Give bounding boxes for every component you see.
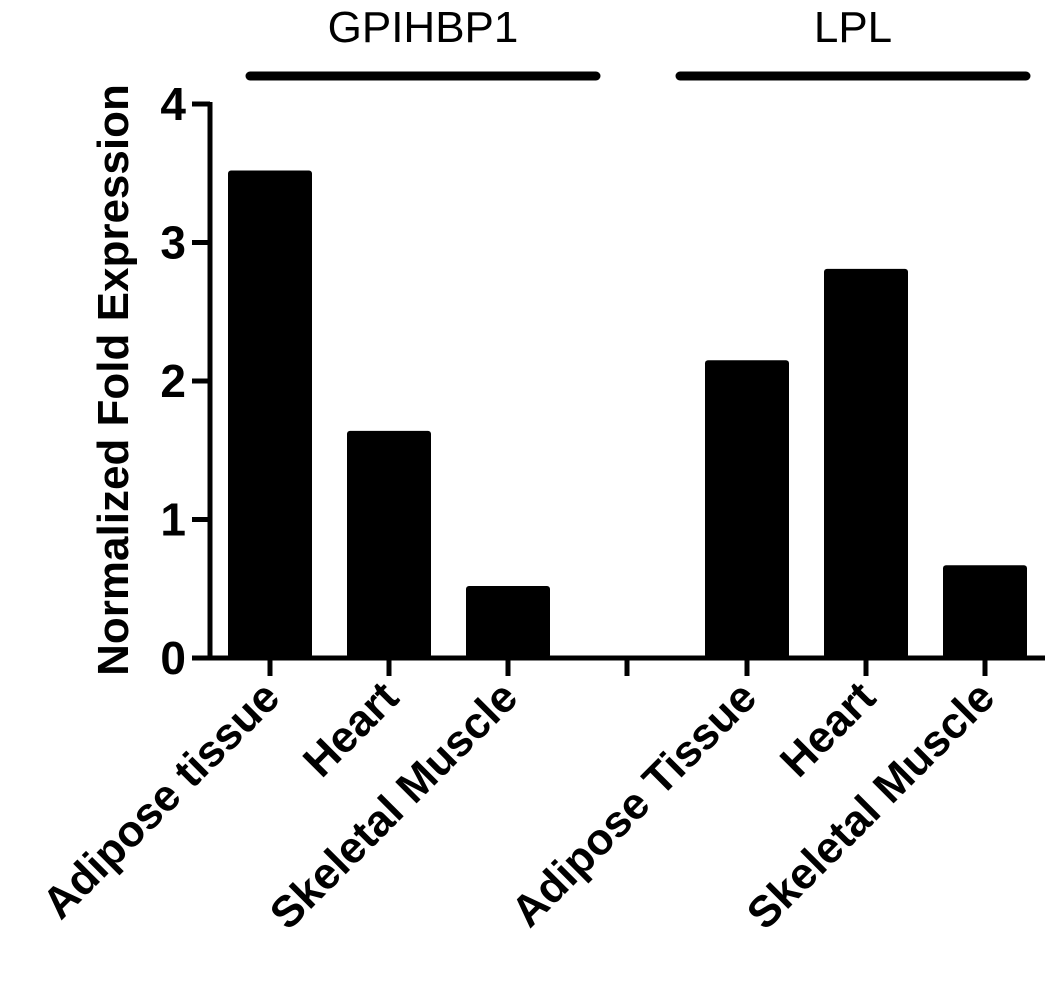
x-category-label: Heart — [771, 672, 885, 786]
y-ticks: 0 1 2 3 4 — [160, 78, 210, 684]
y-axis-label: Normalized Fold Expression — [89, 84, 138, 676]
x-category-label: Adipose Tissue — [502, 672, 766, 936]
x-category-label: Heart — [294, 672, 408, 786]
y-tick-label: 3 — [160, 217, 186, 269]
bar — [466, 585, 550, 658]
x-category-label: Adipose tissue — [33, 672, 289, 928]
bar — [347, 430, 431, 658]
group-label: LPL — [814, 3, 892, 52]
bar — [824, 268, 908, 658]
y-tick-label: 1 — [160, 494, 186, 546]
bar — [943, 565, 1027, 658]
group-label: GPIHBP1 — [328, 3, 519, 52]
bar — [705, 360, 789, 658]
y-tick-label: 4 — [160, 78, 186, 130]
axes — [207, 102, 1045, 676]
bar — [228, 170, 312, 659]
group-brackets: GPIHBP1 LPL — [245, 3, 1031, 81]
y-tick-label: 0 — [160, 632, 186, 684]
y-tick-label: 2 — [160, 355, 186, 407]
bars — [228, 170, 1027, 659]
